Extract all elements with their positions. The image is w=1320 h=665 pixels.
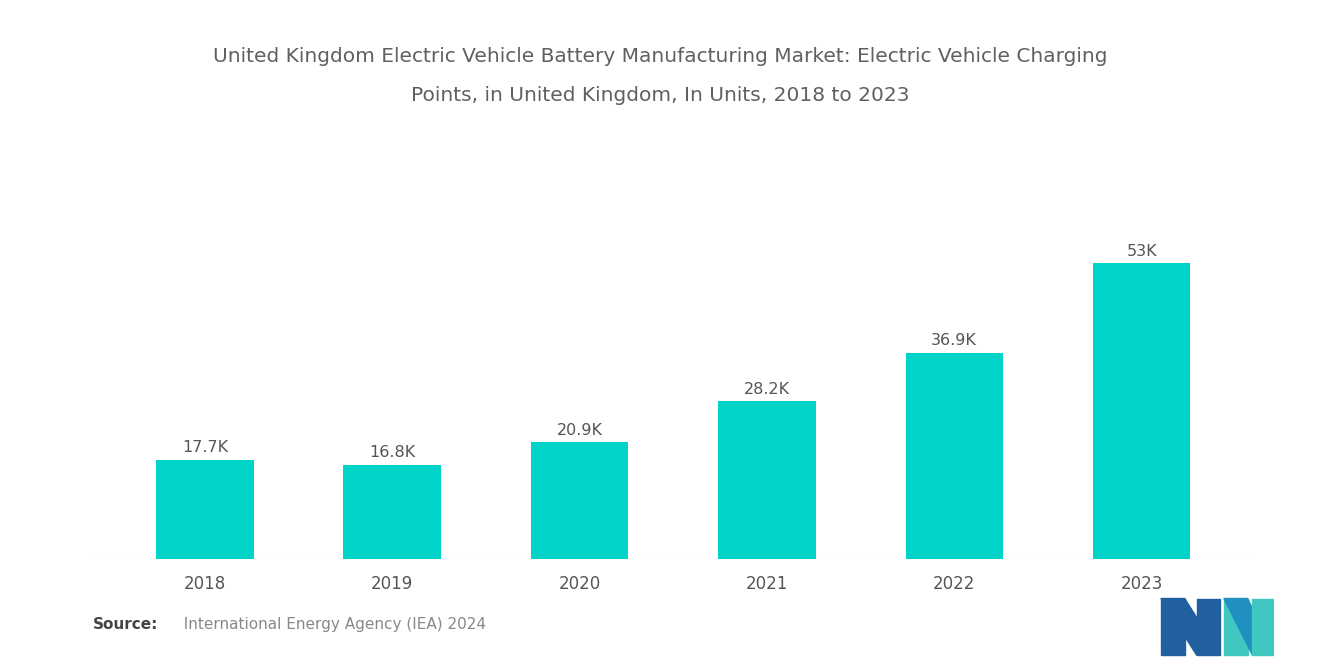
- Text: United Kingdom Electric Vehicle Battery Manufacturing Market: Electric Vehicle C: United Kingdom Electric Vehicle Battery …: [213, 47, 1107, 66]
- Bar: [1093, 263, 1191, 559]
- Bar: [906, 353, 1003, 559]
- Text: 28.2K: 28.2K: [743, 382, 789, 397]
- Bar: [718, 401, 816, 559]
- Polygon shape: [1162, 598, 1220, 655]
- Text: 17.7K: 17.7K: [182, 440, 228, 456]
- Bar: [531, 442, 628, 559]
- Text: 36.9K: 36.9K: [932, 333, 977, 348]
- Text: 20.9K: 20.9K: [557, 422, 602, 438]
- Bar: [156, 460, 253, 559]
- Text: 16.8K: 16.8K: [370, 446, 416, 460]
- Polygon shape: [1224, 598, 1247, 655]
- Text: Source:: Source:: [92, 616, 158, 632]
- Text: 53K: 53K: [1126, 243, 1156, 259]
- Text: International Energy Agency (IEA) 2024: International Energy Agency (IEA) 2024: [174, 616, 486, 632]
- Bar: [343, 465, 441, 559]
- Polygon shape: [1196, 598, 1220, 655]
- Polygon shape: [1162, 598, 1185, 655]
- Polygon shape: [1253, 598, 1274, 655]
- Polygon shape: [1224, 598, 1274, 655]
- Text: Points, in United Kingdom, In Units, 2018 to 2023: Points, in United Kingdom, In Units, 201…: [411, 86, 909, 106]
